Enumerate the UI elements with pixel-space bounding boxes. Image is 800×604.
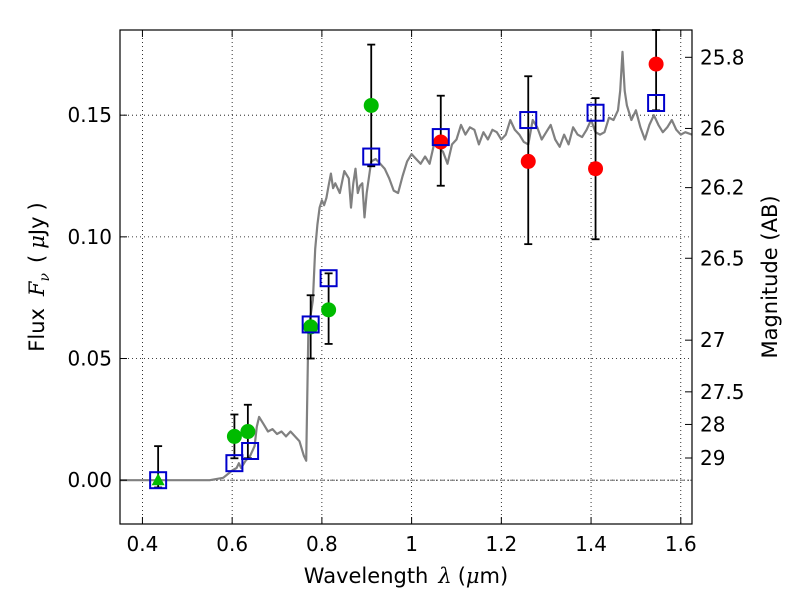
plot-frame xyxy=(119,29,693,525)
x-tick-label: 1.6 xyxy=(665,532,697,556)
y2-axis-label: Magnitude (AB) xyxy=(758,195,782,358)
data-point-square xyxy=(519,111,538,130)
x-tick-label: 1 xyxy=(405,532,418,556)
data-point-square xyxy=(319,269,338,288)
y-tick-label: 0.15 xyxy=(67,103,112,127)
y-axis-label-unit-mu: μ xyxy=(25,235,49,249)
data-point-circle xyxy=(433,134,449,150)
data-point-square xyxy=(149,471,168,490)
x-tick-label: 0.4 xyxy=(127,532,159,556)
data-point-circle xyxy=(520,153,536,169)
data-point-circle xyxy=(363,97,379,113)
data-point-square xyxy=(301,315,320,334)
mag-tick-label: 28 xyxy=(700,412,725,436)
y-tick-label: 0.00 xyxy=(67,468,112,492)
y-axis-label-unit-close: ) xyxy=(25,202,49,210)
model-spectrum-line xyxy=(120,50,693,482)
y-axis-label-subscript: ν xyxy=(37,272,53,281)
y-axis-label-symbol: F xyxy=(25,280,49,297)
data-point-square xyxy=(586,103,605,122)
y-axis-label-unit-open: ( xyxy=(25,255,49,263)
grid-lines xyxy=(120,30,692,524)
data-point-square xyxy=(241,441,260,460)
mag-tick-label: 25.8 xyxy=(700,45,745,69)
x-axis-label: Wavelength λ (μm) xyxy=(304,564,508,588)
data-point-triangle xyxy=(151,473,165,486)
mag-tick-label: 26 xyxy=(700,116,725,140)
data-point-square xyxy=(362,147,381,166)
data-point-square xyxy=(647,94,666,113)
x-axis-label-unit-rest: m) xyxy=(480,564,509,588)
markers-layer xyxy=(149,56,666,490)
data-point-circle xyxy=(240,424,256,440)
x-tick-label: 0.6 xyxy=(216,532,248,556)
mag-tick-label: 26.5 xyxy=(700,246,745,270)
data-point-circle xyxy=(588,161,604,177)
x-tick-label: 0.8 xyxy=(306,532,338,556)
data-point-circle xyxy=(303,319,319,335)
x-axis-label-unit-mu: μ xyxy=(466,564,480,588)
x-axis-label-unit-open: ( xyxy=(458,564,466,588)
ticks-layer xyxy=(120,30,692,524)
error-bars-layer xyxy=(154,29,661,489)
data-point-square xyxy=(225,454,244,473)
y-axis-label: Flux Fν ( μJy) xyxy=(25,202,53,351)
mag-tick-label: 26.2 xyxy=(700,176,745,200)
y-tick-label: 0.10 xyxy=(67,225,112,249)
mag-tick-label: 27.5 xyxy=(700,380,745,404)
tick-labels-layer: 0.4 0.6 0.8 1 1.2 1.4 1.6 0.00 0.05 0.10 0.15 25.8 2… xyxy=(67,45,744,556)
y-axis-label-prefix: Flux xyxy=(25,308,49,352)
data-point-circle xyxy=(321,302,337,318)
x-tick-label: 1.2 xyxy=(485,532,517,556)
model-spectrum-layer xyxy=(120,50,693,482)
mag-tick-label: 29 xyxy=(700,446,725,470)
data-point-square xyxy=(431,128,450,147)
y-tick-label: 0.05 xyxy=(67,347,112,371)
x-axis-label-symbol: λ xyxy=(437,564,451,588)
x-axis-label-prefix: Wavelength xyxy=(304,564,429,588)
x-tick-label: 1.4 xyxy=(575,532,607,556)
y-axis-label-unit-rest: Jy xyxy=(25,216,49,237)
mag-tick-label: 27 xyxy=(700,328,725,352)
data-point-circle xyxy=(226,428,242,444)
data-point-circle xyxy=(648,56,664,72)
